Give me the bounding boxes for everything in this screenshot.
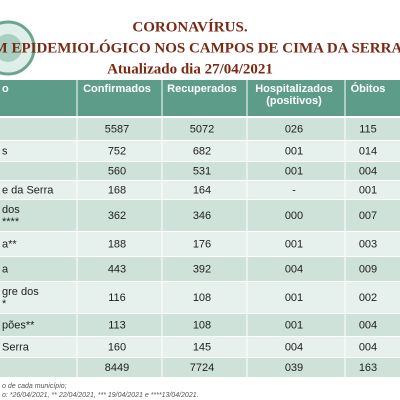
cell: 163 [359, 362, 377, 374]
cell: 001 [285, 145, 303, 157]
cell: 752 [108, 145, 126, 157]
cell: 168 [108, 184, 126, 196]
cell: 164 [193, 184, 211, 196]
cell: 145 [193, 341, 211, 353]
cell: 004 [359, 165, 377, 177]
cell: 004 [359, 341, 377, 353]
updated: Atualizado dia 27/04/2021 [107, 61, 273, 77]
column-header: Óbitos [351, 82, 386, 95]
cell: 009 [359, 263, 377, 275]
row-label: Serra [2, 341, 30, 353]
column-header: Confirmados [83, 83, 151, 95]
row-label: e da Serra [2, 184, 54, 196]
footnote: o de cada município; [2, 383, 67, 390]
cell: 108 [193, 292, 211, 304]
cell: 026 [285, 123, 303, 135]
cell: 001 [285, 319, 303, 331]
cell: 346 [193, 210, 211, 222]
cell: 682 [193, 145, 211, 157]
column-header: Recuperados [167, 83, 237, 95]
cell: 115 [359, 123, 377, 135]
cell: 108 [193, 319, 211, 331]
cell: 007 [359, 210, 377, 222]
logo-inner [0, 34, 22, 62]
cell: 5587 [105, 123, 129, 135]
row-bg [0, 358, 400, 377]
row-label: s [2, 145, 8, 157]
cell: 001 [285, 165, 303, 177]
row-bg [0, 257, 400, 281]
header-row [0, 80, 400, 116]
row-label: dos [2, 204, 20, 216]
row-bg [0, 141, 400, 161]
row-label: * [2, 298, 7, 310]
row-bg [0, 337, 400, 357]
column-note: (positivos) [266, 95, 322, 107]
row-bg [0, 232, 400, 256]
cell: 160 [108, 341, 126, 353]
cell: 8449 [105, 362, 129, 374]
cell: 176 [193, 238, 211, 250]
cell: 113 [108, 319, 126, 331]
row-label: gre dos [2, 286, 39, 298]
row-bg [0, 162, 400, 180]
cell: 001 [285, 292, 303, 304]
cell: 443 [108, 263, 126, 275]
cell: 003 [359, 238, 377, 250]
cell: 392 [193, 263, 211, 275]
column-header: Hospitalizados [255, 83, 333, 95]
cell: 188 [108, 238, 126, 250]
row-bg [0, 118, 400, 140]
cell: 5072 [190, 123, 214, 135]
row-bg [0, 314, 400, 336]
cell: 039 [285, 362, 303, 374]
cell: 014 [359, 145, 377, 157]
subtitle: TIM EPIDEMIOLÓGICO NOS CAMPOS DE CIMA DA… [0, 39, 400, 56]
footnote: o: *26/04/2021, ** 22/04/2021, *** 19/04… [2, 392, 199, 399]
title: CORONAVÍRUS. [132, 18, 247, 35]
row-bg [0, 181, 400, 199]
cell: 362 [108, 210, 126, 222]
cell: - [292, 184, 296, 196]
cell: 7724 [190, 362, 214, 374]
table: o Confirmados Recuperados Hospitalizados Óbi… [0, 80, 400, 399]
row-bg [0, 282, 400, 313]
cell: 004 [285, 341, 303, 353]
row-label: a** [2, 238, 17, 250]
cell: 004 [285, 263, 303, 275]
cell: 001 [359, 184, 377, 196]
cell: 004 [359, 319, 377, 331]
row-label: a [2, 263, 9, 275]
cell: 531 [193, 165, 211, 177]
row-bg [0, 200, 400, 231]
cell: 001 [285, 238, 303, 250]
column-header: o [2, 83, 9, 95]
cell: 002 [359, 292, 377, 304]
cell: 560 [108, 165, 126, 177]
row-label: **** [2, 216, 20, 228]
cell: 000 [285, 210, 303, 222]
row-label: pões** [2, 319, 35, 331]
cell: 116 [108, 292, 126, 304]
